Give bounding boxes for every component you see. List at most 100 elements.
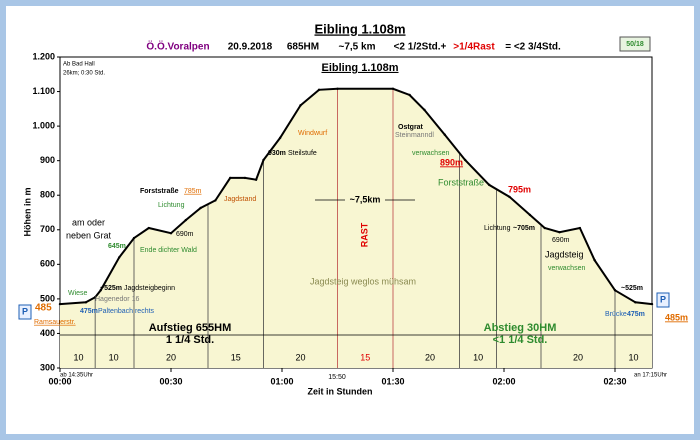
- profile-point: [214, 199, 217, 202]
- profile-point: [443, 133, 446, 136]
- y-tick-label: 1.000: [32, 120, 55, 130]
- profile-point: [229, 176, 232, 180]
- profile-point: [99, 289, 102, 292]
- profile-point: [147, 226, 150, 230]
- profile-point: [463, 158, 467, 162]
- badge: [619, 36, 651, 52]
- annotation: verwachsen: [548, 265, 585, 272]
- profile-point: [132, 236, 136, 240]
- segment-label: 20: [573, 352, 583, 362]
- profile-point: [423, 108, 426, 112]
- profile-point: [593, 258, 596, 262]
- profile-point: [254, 178, 258, 181]
- x-tick-label: 00:00: [48, 376, 71, 386]
- annotation: ~525m: [100, 285, 122, 292]
- profile-point: [634, 301, 637, 304]
- annotation: Steinmanndl: [395, 132, 434, 139]
- profile-point: [408, 93, 411, 97]
- profile-point: [118, 256, 121, 259]
- x-tick-label: 02:30: [603, 376, 626, 386]
- profile-point: [528, 213, 532, 217]
- annotation: 1 1/4 Std.: [166, 334, 214, 346]
- annotation: Forststraße: [438, 177, 484, 187]
- annotation: Jagdsteig weglos mühsam: [310, 276, 416, 286]
- segment-label: 20: [166, 352, 176, 362]
- annotation: ab 14:35Uhr: [60, 373, 93, 379]
- profile-point: [558, 230, 561, 234]
- annotation: an 17:15Uhr: [634, 373, 667, 379]
- annotation: Windwurf: [298, 130, 327, 137]
- segment-label: 10: [109, 352, 119, 362]
- segment-label: 10: [473, 352, 483, 362]
- profile-point: [650, 302, 654, 306]
- annotation: Abstieg 30HM: [484, 322, 557, 334]
- annotation: ~525m: [621, 285, 643, 292]
- annotation: ~705m: [513, 225, 535, 232]
- subtitle-part: >1/4Rast: [453, 42, 495, 53]
- annotation: 930m: [268, 150, 286, 157]
- annotation: 645m: [108, 243, 126, 250]
- annotation: ~7,5km: [350, 194, 381, 204]
- profile-point: [488, 183, 491, 187]
- y-tick-label: 300: [40, 362, 55, 372]
- segment-label: 20: [295, 352, 305, 362]
- annotation: Ab Bad Hall: [63, 62, 95, 68]
- annotation: verwachsen: [412, 150, 449, 157]
- annotation: 690m: [176, 231, 194, 238]
- y-tick-label: 400: [40, 328, 55, 338]
- profile-point: [184, 218, 187, 222]
- profile-point: [613, 289, 617, 292]
- annotation: Jagdsteigbeginn: [124, 285, 175, 292]
- profile-point: [508, 195, 511, 199]
- y-tick-label: 600: [40, 259, 55, 269]
- annotation: Ostgrat: [398, 124, 424, 131]
- plot: 300 400 500 600 700 800 900 1.000 1.100 1.200 00:0…: [32, 51, 654, 386]
- annotation: 475m: [80, 308, 98, 315]
- segment-label: 10: [73, 352, 83, 362]
- badge-text: 50/18: [626, 41, 644, 48]
- subtitle-part: = <2 3/4Std.: [505, 42, 561, 53]
- parking-box: [656, 292, 670, 308]
- profile-point: [299, 104, 302, 107]
- annotation: Wiese: [68, 290, 88, 297]
- annotation: P: [660, 294, 666, 304]
- x-axis-label: Zeit in Stunden: [308, 386, 373, 396]
- profile-line: [59, 87, 653, 306]
- subtitle-part: <2 1/2Std.+: [394, 42, 447, 53]
- y-tick-label: 900: [40, 155, 55, 165]
- profile-point: [84, 301, 88, 304]
- profile-point: [58, 302, 62, 306]
- annotation: P: [22, 306, 28, 316]
- annotation: 690m: [552, 237, 570, 244]
- annotation: Forststraße: [140, 188, 179, 195]
- subtitle-part: Ö.Ö.Voralpen: [146, 40, 209, 53]
- chart-title: Eibling 1.108m: [314, 21, 405, 36]
- annotation: Lichtung: [484, 225, 511, 232]
- annotation: 795m: [508, 184, 531, 194]
- profile-point: [317, 88, 321, 92]
- summit-label: Eibling 1.108m: [321, 62, 398, 74]
- parking-box: [18, 304, 32, 320]
- annotation: am oder: [72, 217, 105, 227]
- profile-point: [262, 158, 265, 162]
- profile-point: [578, 226, 582, 230]
- subtitle-part: ~7,5 km: [339, 42, 376, 53]
- annotation: RAST: [359, 222, 369, 247]
- segment-label: 10: [628, 352, 638, 362]
- subtitle-part: 685HM: [287, 42, 319, 53]
- annotation: Brücke: [605, 311, 627, 318]
- annotation: 26km; 0:30 Std.: [63, 71, 105, 77]
- x-tick-label: 02:00: [492, 376, 515, 386]
- x-tick-label: 00:30: [159, 376, 182, 386]
- annotation: Aufstieg 655HM: [149, 322, 232, 334]
- segment-label: 20: [425, 352, 435, 362]
- segment-label: 15: [231, 352, 241, 362]
- annotation: 485m: [665, 312, 688, 322]
- y-tick-label: 700: [40, 224, 55, 234]
- annotation: 475m: [627, 311, 645, 318]
- profile-point: [93, 295, 97, 299]
- annotation: Hagenedor 16: [95, 296, 139, 303]
- annotation: 15:50: [328, 374, 346, 381]
- annotation: Ramsauerstr.: [34, 319, 76, 326]
